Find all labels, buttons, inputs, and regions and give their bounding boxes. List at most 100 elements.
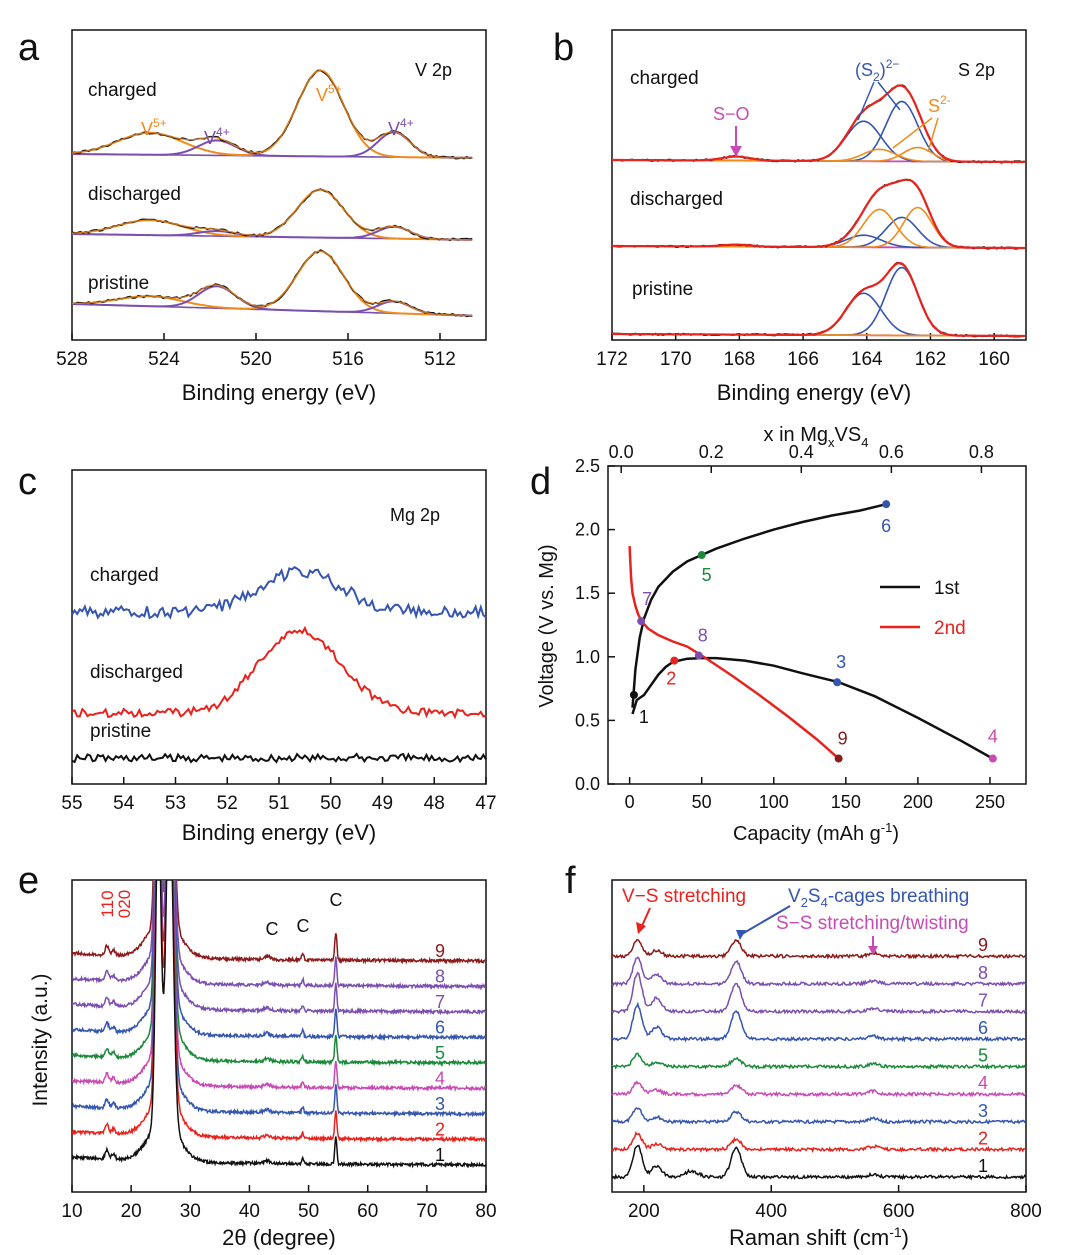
frame-b	[611, 29, 1027, 341]
label-sulfide-sup: 2-	[940, 93, 951, 107]
b-x-tick-label: 172	[596, 349, 628, 370]
f-trace-3	[611, 1107, 1026, 1126]
title-c: Mg 2p	[390, 505, 440, 525]
c-trace-charged	[71, 565, 487, 620]
peak-label-v4-left-sup: 4+	[216, 125, 230, 139]
f-trace-1	[611, 1144, 1027, 1181]
e-trace-5	[72, 880, 486, 1067]
peak-label-110: 110	[98, 890, 117, 917]
peak-label-v4-right-sup: 4+	[400, 116, 414, 130]
curves-f	[611, 939, 1027, 1181]
c-x-tick-label: 50	[320, 793, 341, 814]
xlabel-a: Binding energy (eV)	[182, 380, 376, 405]
label-s2-sup: 2−	[886, 57, 900, 71]
trace-numbers-e: 9 8 7 6 5 4 3 2 1	[435, 941, 445, 1165]
curves-d	[628, 502, 994, 760]
e-x-tick-label: 10	[61, 1201, 82, 1222]
panel-c: c 55 54 53 52 51 50 49 48 47 Binding energy (eV)…	[18, 461, 497, 845]
arrow-cages	[741, 905, 791, 935]
d-point-5	[697, 551, 706, 560]
c-x-tick-label: 53	[165, 793, 186, 814]
d-point-label-6: 6	[881, 516, 891, 536]
peak-label-v4-left: V	[204, 128, 216, 148]
curves-b	[611, 84, 1025, 338]
e-trace-number-2: 2	[435, 1120, 445, 1140]
panel-letter-b: b	[553, 27, 574, 69]
d-point-2	[670, 656, 679, 665]
f-trace-6	[611, 1001, 1026, 1043]
xticks-a: 528 524 520 516 512	[56, 333, 456, 370]
trace-label-discharged-b: discharged	[630, 189, 723, 210]
d-point-label-8: 8	[698, 626, 708, 646]
ylabel-d: Voltage (V vs. Mg)	[536, 544, 558, 707]
c-x-tick-label: 48	[424, 793, 445, 814]
f-trace-number-3: 3	[978, 1101, 988, 1121]
svg-text:V4+: V4+	[204, 125, 230, 148]
e-trace-number-7: 7	[435, 992, 445, 1012]
d-point-1	[629, 690, 638, 699]
b-s22-fit-2	[612, 100, 1025, 163]
f-trace-number-9: 9	[978, 935, 988, 955]
panel-letter-f: f	[565, 860, 576, 902]
xlabel-d: Capacity (mAh g-1)	[733, 820, 899, 845]
a-x-tick-label: 520	[240, 349, 272, 370]
xlabel-f: Raman shift (cm-1)	[729, 1224, 909, 1250]
svg-text:V4+: V4+	[388, 116, 414, 139]
trace-numbers-f: 9 8 7 6 5 4 3 2 1	[978, 935, 988, 1176]
e-x-tick-label: 30	[180, 1201, 201, 1222]
frame-e	[71, 879, 487, 1193]
peak-label-c2: C	[297, 916, 310, 936]
d-point-4	[988, 754, 997, 763]
b-x-tick-label: 160	[978, 349, 1010, 370]
b-envelope	[612, 261, 1025, 338]
d-1st-charge-curve	[631, 502, 887, 708]
arrow-s2-a	[857, 81, 875, 121]
xticks-b: 172 170 168 166 164 162 160	[596, 333, 1010, 370]
a-x-tick-label: 524	[148, 349, 180, 370]
e-x-tick-label: 70	[416, 1201, 437, 1222]
panel-letter-e: e	[18, 860, 39, 902]
trace-label-pristine-b: pristine	[632, 279, 693, 300]
e-trace-9	[72, 880, 486, 965]
f-x-tick-label: 600	[883, 1201, 915, 1222]
e-x-tick-label: 80	[475, 1201, 496, 1222]
d-top-tick-label: 0.0	[609, 442, 634, 462]
e-trace-6	[72, 880, 486, 1042]
f-trace-number-1: 1	[978, 1156, 988, 1176]
e-x-tick-label: 50	[298, 1201, 319, 1222]
trace-label-charged-a: charged	[88, 80, 157, 101]
panel-a: a 528 524 520 516 512 Binding energy (eV) V …	[18, 27, 487, 405]
d-point-label-1: 1	[639, 707, 649, 727]
e-x-tick-label: 40	[239, 1201, 260, 1222]
e-trace-8	[72, 880, 486, 991]
e-x-tick-label: 60	[357, 1201, 378, 1222]
e-trace-2	[72, 880, 486, 1144]
arrow-sulfide-b	[927, 117, 939, 153]
c-trace-pristine	[71, 752, 487, 764]
curves-c	[71, 565, 487, 764]
d-2nd-curve	[628, 546, 840, 760]
xticks-c: 55 54 53 52 51 50 49 48 47	[61, 777, 497, 814]
xticks-e: 10 20 30 40 50 60 70 80	[61, 1185, 497, 1222]
f-x-tick-label: 400	[755, 1201, 787, 1222]
frame-a	[71, 29, 487, 341]
c-trace-discharged	[71, 625, 487, 720]
d-y-tick-label: 1.5	[575, 583, 600, 603]
f-trace-8	[611, 956, 1027, 988]
f-trace-9	[611, 939, 1026, 960]
b-x-tick-label: 166	[787, 349, 819, 370]
a-envelope	[71, 188, 473, 241]
d-x-tick-label: 150	[831, 792, 861, 812]
peak-labels-a: V5+ V4+ V5+ V4+	[141, 82, 414, 148]
label-sulfide: S	[928, 96, 940, 116]
label-s2-sub: 2	[873, 70, 880, 84]
xticks-f: 200 400 600 800	[628, 1185, 1042, 1222]
peak-label-v5-main-sup: 5+	[328, 82, 342, 96]
legend-1st-label: 1st	[934, 578, 960, 599]
label-cages: V2S4-cages breathing	[788, 886, 969, 910]
d-y-tick-label: 0.0	[575, 774, 600, 794]
arrowhead-cages	[736, 930, 746, 940]
d-top-tick-label: 0.4	[789, 442, 814, 462]
points-d: 12 3 4 5 6 7 8 9	[629, 500, 998, 763]
